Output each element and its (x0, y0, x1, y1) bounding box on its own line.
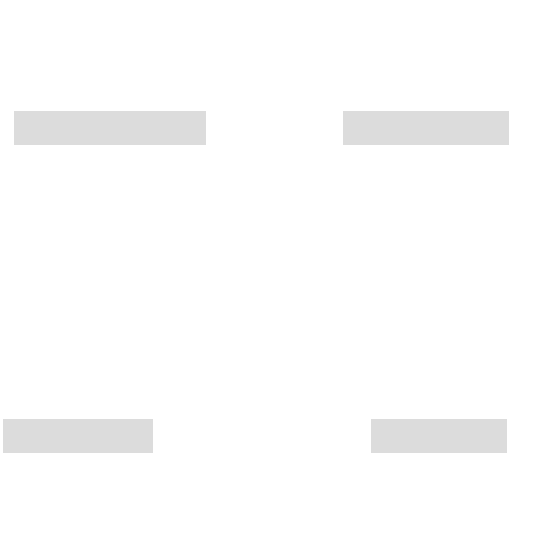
categories-label (343, 111, 509, 145)
keywords-label (14, 111, 206, 145)
entities-label (371, 419, 507, 453)
concepts-label (3, 419, 153, 453)
